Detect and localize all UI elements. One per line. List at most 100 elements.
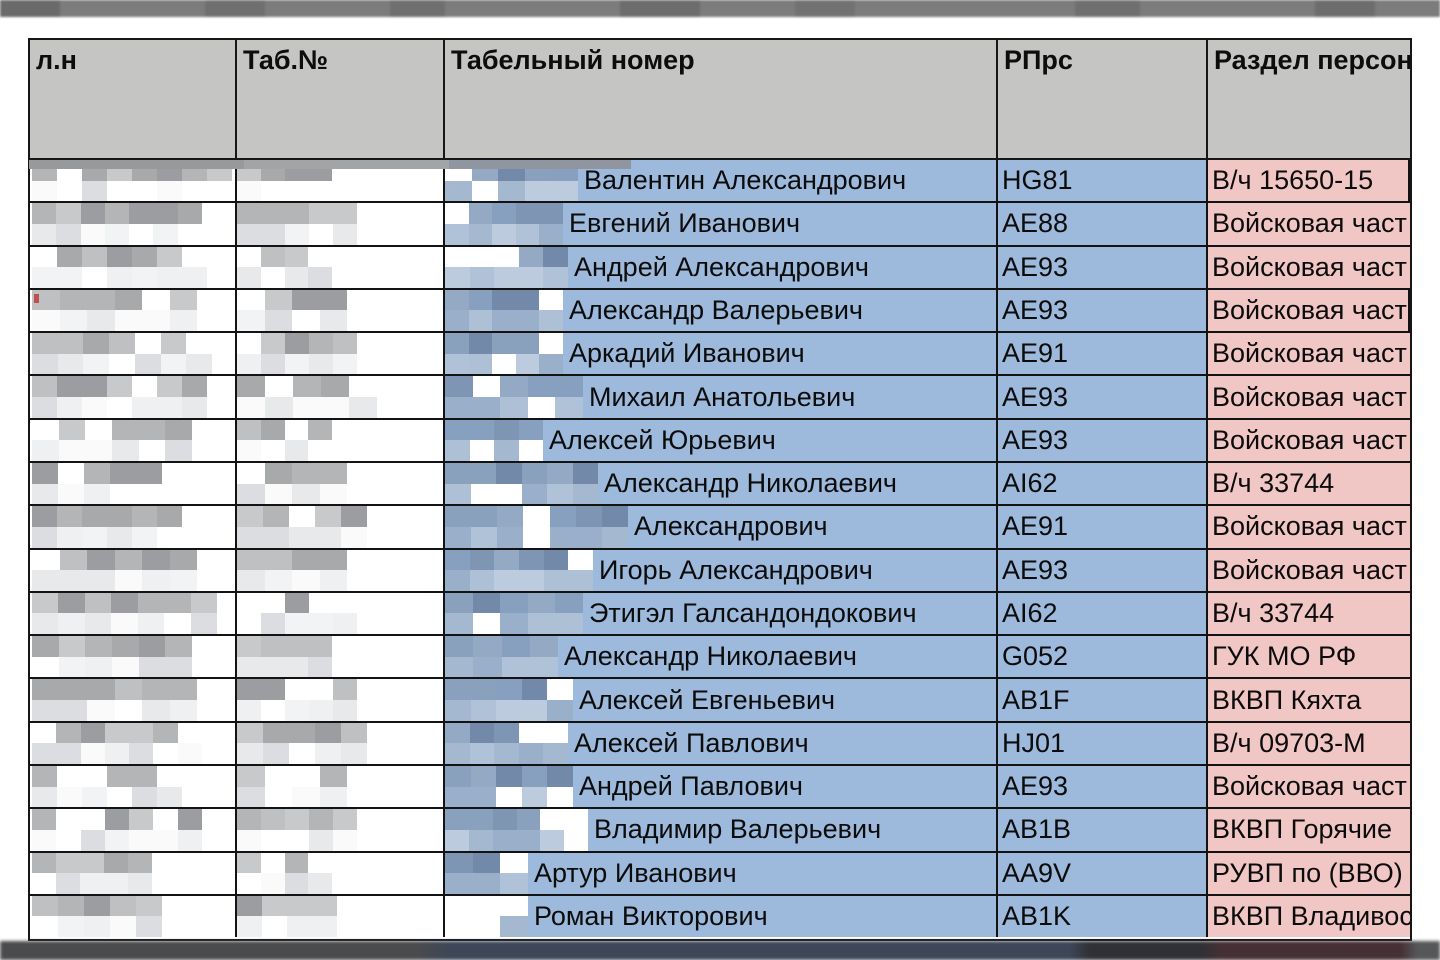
- cell-ln[interactable]: [30, 679, 237, 721]
- cell-name[interactable]: Андрей Павлович: [445, 765, 998, 808]
- cell-ln[interactable]: [30, 765, 237, 808]
- cell-tab-no[interactable]: [237, 679, 445, 721]
- redaction-mosaic: [237, 679, 357, 721]
- cell-tab-no[interactable]: [237, 376, 445, 418]
- cell-tab-no[interactable]: [237, 462, 445, 505]
- cell-name[interactable]: Михаил Анатольевич: [445, 376, 998, 418]
- name-text: Александр Николаевич: [564, 641, 857, 672]
- cell-ln[interactable]: [30, 462, 237, 505]
- razdel-text: Войсковая част: [1212, 208, 1407, 239]
- cell-name[interactable]: Александрович: [445, 506, 998, 548]
- col-header-ln[interactable]: л.н: [30, 40, 237, 158]
- col-header-razdel[interactable]: Раздел персон: [1214, 45, 1410, 75]
- cell-rprs[interactable]: AA9V: [998, 852, 1208, 894]
- cell-ln[interactable]: [30, 376, 237, 418]
- cell-razdel[interactable]: ВКВП Кяхта: [1208, 679, 1410, 721]
- cell-rprs[interactable]: G052: [998, 636, 1208, 678]
- cell-name[interactable]: Андрей Александрович: [445, 246, 998, 288]
- cell-name[interactable]: Артур Иванович: [445, 852, 998, 894]
- cell-rprs[interactable]: AE93: [998, 549, 1208, 591]
- cell-name[interactable]: Аркадий Иванович: [445, 333, 998, 375]
- cell-razdel[interactable]: Войсковая част: [1208, 376, 1410, 418]
- cell-tab-no[interactable]: [237, 895, 445, 938]
- redaction-mosaic: [445, 809, 588, 851]
- redaction-mosaic: [32, 592, 217, 635]
- cell-rprs[interactable]: AE93: [998, 246, 1208, 288]
- cell-rprs[interactable]: AB1F: [998, 679, 1208, 721]
- cell-name[interactable]: Александр Валерьевич: [445, 289, 998, 332]
- cell-razdel[interactable]: Войсковая част: [1208, 333, 1410, 375]
- cell-name[interactable]: Игорь Александрович: [445, 549, 998, 591]
- cell-ln[interactable]: [30, 419, 237, 461]
- cell-tab-no[interactable]: [237, 809, 445, 851]
- cell-ln[interactable]: [30, 592, 237, 635]
- cell-ln[interactable]: [30, 895, 237, 938]
- cell-rprs[interactable]: HG81: [998, 160, 1208, 202]
- cell-tab-no[interactable]: [237, 592, 445, 635]
- cell-tab-no[interactable]: [237, 636, 445, 678]
- cell-name[interactable]: Алексей Павлович: [445, 722, 998, 764]
- cell-razdel[interactable]: В/ч 33744: [1208, 592, 1410, 635]
- cell-razdel[interactable]: В/ч 33744: [1208, 462, 1410, 505]
- col-header-tab-no[interactable]: Таб.№: [237, 40, 445, 158]
- cell-rprs[interactable]: AE93: [998, 376, 1208, 418]
- cell-tab-no[interactable]: [237, 506, 445, 548]
- cell-rprs[interactable]: AB1K: [998, 895, 1208, 938]
- cell-tab-no[interactable]: [237, 333, 445, 375]
- cell-tab-no[interactable]: [237, 246, 445, 288]
- rprs-code-text: AI62: [1002, 468, 1058, 499]
- cell-tab-no[interactable]: [237, 722, 445, 764]
- redaction-mosaic: [32, 549, 197, 591]
- cell-razdel[interactable]: Войсковая част: [1208, 289, 1410, 332]
- cell-razdel[interactable]: Войсковая част: [1208, 506, 1410, 548]
- cell-rprs[interactable]: AE91: [998, 333, 1208, 375]
- cell-rprs[interactable]: AE93: [998, 765, 1208, 808]
- cell-name[interactable]: Алексей Евгеньевич: [445, 679, 998, 721]
- cell-tab-no[interactable]: [237, 289, 445, 332]
- col-header-tabelny-nomer[interactable]: Табельный номер: [445, 40, 998, 158]
- cell-name[interactable]: Алексей Юрьевич: [445, 419, 998, 461]
- cell-ln[interactable]: [30, 549, 237, 591]
- cell-tab-no[interactable]: [237, 765, 445, 808]
- cell-name[interactable]: Роман Викторович: [445, 895, 998, 938]
- cell-razdel[interactable]: В/ч 09703-М: [1208, 722, 1410, 764]
- cell-rprs[interactable]: AI62: [998, 592, 1208, 635]
- cell-name[interactable]: Владимир Валерьевич: [445, 809, 998, 851]
- cell-tab-no[interactable]: [237, 852, 445, 894]
- col-header-rprs[interactable]: РПрс: [998, 40, 1208, 158]
- cell-razdel[interactable]: ВКВП Горячие: [1208, 809, 1410, 851]
- cell-razdel[interactable]: РУВП по (ВВО): [1208, 852, 1410, 894]
- cell-razdel[interactable]: Войсковая част: [1208, 549, 1410, 591]
- cell-rprs[interactable]: HJ01: [998, 722, 1208, 764]
- cell-razdel[interactable]: Войсковая част: [1208, 765, 1410, 808]
- cell-ln[interactable]: [30, 203, 237, 245]
- cell-rprs[interactable]: AE88: [998, 203, 1208, 245]
- cell-ln[interactable]: [30, 852, 237, 894]
- cell-razdel[interactable]: ВКВП Владивос: [1208, 895, 1410, 938]
- cell-ln[interactable]: [30, 289, 237, 332]
- cell-rprs[interactable]: AE93: [998, 289, 1208, 332]
- cell-razdel[interactable]: ГУК МО РФ: [1208, 636, 1410, 678]
- cell-name[interactable]: Этигэл Галсандондокович: [445, 592, 998, 635]
- cell-razdel[interactable]: Войсковая част: [1208, 419, 1410, 461]
- cell-ln[interactable]: [30, 722, 237, 764]
- cell-rprs[interactable]: AE93: [998, 419, 1208, 461]
- cell-rprs[interactable]: AB1B: [998, 809, 1208, 851]
- cell-ln[interactable]: [30, 636, 237, 678]
- cell-rprs[interactable]: AE91: [998, 506, 1208, 548]
- cell-ln[interactable]: [30, 333, 237, 375]
- table-row: Андрей Павлович AE93 Войсковая част: [30, 765, 1410, 810]
- cell-ln[interactable]: [30, 246, 237, 288]
- cell-tab-no[interactable]: [237, 203, 445, 245]
- cell-ln[interactable]: [30, 809, 237, 851]
- cell-razdel[interactable]: Войсковая част: [1208, 203, 1410, 245]
- cell-rprs[interactable]: AI62: [998, 462, 1208, 505]
- cell-ln[interactable]: [30, 506, 237, 548]
- cell-name[interactable]: Александр Николаевич: [445, 636, 998, 678]
- cell-tab-no[interactable]: [237, 419, 445, 461]
- cell-razdel[interactable]: В/ч 15650-15: [1208, 160, 1410, 202]
- cell-tab-no[interactable]: [237, 549, 445, 591]
- cell-name[interactable]: Евгений Иванович: [445, 203, 998, 245]
- cell-name[interactable]: Александр Николаевич: [445, 462, 998, 505]
- cell-razdel[interactable]: Войсковая част: [1208, 246, 1410, 288]
